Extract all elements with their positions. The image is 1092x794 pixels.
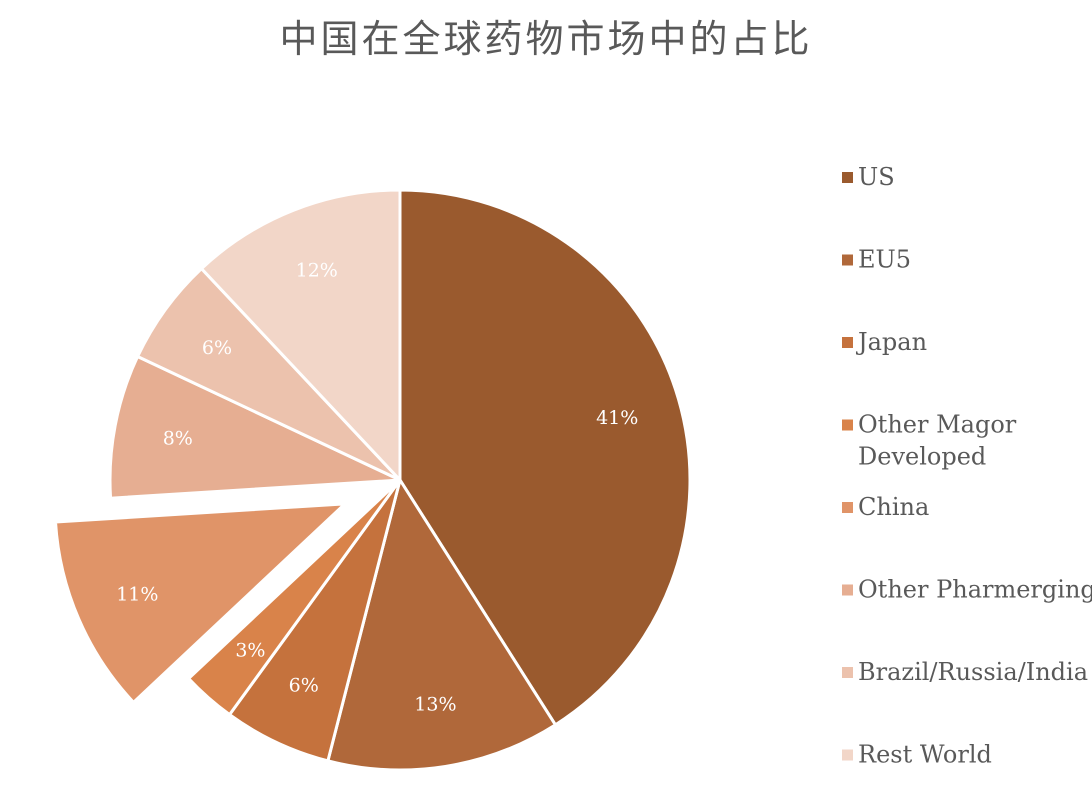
legend-swatch — [842, 172, 853, 183]
legend-swatch — [842, 749, 853, 761]
chart-title: 中国在全球药物市场中的占比 — [279, 17, 813, 61]
legend-label: Brazil/Russia/India — [858, 658, 1088, 686]
pie-slice-other-pharmerging[interactable] — [108, 355, 402, 500]
legend-item-china[interactable]: China — [842, 493, 929, 521]
legend-item-eu5[interactable]: EU5 — [842, 246, 911, 274]
pie-slice-other-magor-developed[interactable] — [187, 478, 402, 717]
pie-slices — [54, 188, 692, 772]
legend-label: China — [858, 493, 929, 521]
pie-slice-eu5[interactable] — [326, 478, 557, 772]
slice-label-brazil-russia-india: 6% — [202, 337, 232, 359]
legend-swatch — [842, 667, 853, 678]
slice-label-other-pharmerging: 8% — [163, 428, 193, 450]
slice-label-china: 11% — [116, 584, 158, 606]
legend: US EU5 Japan Other Magor Developed China Other… — [842, 163, 1092, 769]
legend-label: EU5 — [858, 246, 911, 274]
slice-label-eu5: 13% — [414, 693, 456, 715]
legend-swatch — [842, 419, 853, 431]
legend-label: Developed — [858, 443, 986, 471]
legend-item-other-pharmerging[interactable]: Other Pharmerging — [842, 576, 1092, 604]
legend-item-rest-world[interactable]: Rest World — [842, 741, 992, 769]
pie-slice-china[interactable] — [54, 502, 347, 704]
pie-slice-rest-world[interactable] — [199, 188, 402, 482]
legend-label: US — [858, 163, 895, 191]
slice-label-other-magor-developed: 3% — [235, 640, 265, 662]
slice-label-japan: 6% — [289, 675, 319, 697]
legend-swatch — [842, 584, 853, 596]
slice-labels: 41% 13% 6% 3% 11% 8% 6% 12% — [116, 260, 638, 716]
legend-swatch — [842, 337, 853, 348]
legend-item-us[interactable]: US — [842, 163, 895, 191]
slice-label-rest-world: 12% — [296, 260, 338, 282]
slice-label-us: 41% — [596, 407, 638, 429]
pie-slice-us[interactable] — [398, 188, 692, 727]
legend-label: Other Magor — [858, 411, 1017, 439]
legend-swatch — [842, 502, 853, 513]
legend-item-other-magor-developed[interactable]: Other Magor Developed — [842, 411, 1017, 471]
legend-label: Other Pharmerging — [858, 576, 1092, 604]
legend-item-brazil-russia-india[interactable]: Brazil/Russia/India — [842, 658, 1088, 686]
legend-swatch — [842, 254, 853, 266]
legend-label: Japan — [855, 328, 927, 356]
legend-label: Rest World — [858, 741, 992, 769]
legend-item-japan[interactable]: Japan — [842, 328, 927, 356]
